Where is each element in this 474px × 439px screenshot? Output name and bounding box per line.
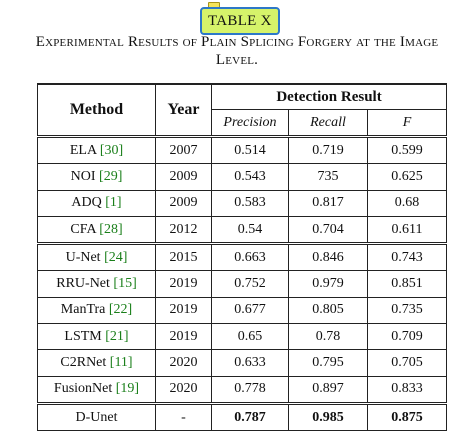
- recall-cell: 0.805: [288, 296, 368, 325]
- precision-cell: 0.543: [211, 163, 289, 191]
- year-cell: 2019: [155, 323, 212, 351]
- table-row: LSTM [21] 2019 0.65 0.78 0.709: [37, 323, 448, 351]
- table-row: ADQ [1] 2009 0.583 0.817 0.68: [37, 189, 448, 217]
- method-name: RRU-Net: [56, 276, 110, 292]
- precision-cell: 0.633: [211, 349, 289, 377]
- precision-cell: 0.787: [211, 401, 289, 432]
- method-cell: ELA [30]: [37, 134, 156, 165]
- year-cell: 2012: [155, 215, 212, 245]
- year-cell: 2007: [155, 134, 212, 165]
- table-row: D-Unet -0.787 0.985 0.875: [37, 401, 448, 432]
- method-name: ELA: [69, 142, 97, 158]
- method-name: D-Unet: [75, 409, 118, 425]
- method-name: CFA: [70, 221, 96, 237]
- precision-cell: 0.677: [211, 296, 289, 325]
- year-cell: 2020: [155, 349, 212, 377]
- year-cell: 2015: [155, 242, 212, 272]
- method-cell: ADQ [1]: [37, 189, 156, 217]
- table-row: FusionNet [19] 2020 0.778 0.897 0.833: [37, 375, 448, 404]
- f-cell: 0.599: [366, 134, 448, 165]
- f-cell: 0.611: [366, 215, 448, 245]
- method-name: ADQ: [71, 195, 102, 211]
- precision-cell: 0.663: [211, 242, 289, 272]
- header-precision: Precision: [211, 109, 289, 137]
- citation-link[interactable]: [11]: [109, 355, 133, 371]
- recall-cell: 0.846: [288, 242, 368, 272]
- recall-cell: 0.78: [288, 323, 368, 351]
- precision-cell: 0.65: [211, 323, 289, 351]
- table-row: U-Net [24] 2015 0.663 0.846 0.743: [37, 242, 448, 272]
- recall-cell: 0.795: [288, 349, 368, 377]
- year-cell: -: [155, 401, 212, 432]
- table-row: ManTra [22] 2019 0.677 0.805 0.735: [37, 296, 448, 325]
- method-cell: FusionNet [19]: [37, 375, 156, 404]
- citation-link[interactable]: [19]: [115, 381, 140, 397]
- precision-cell: 0.54: [211, 215, 289, 245]
- recall-cell: 0.817: [288, 189, 368, 217]
- recall-cell: 0.719: [288, 134, 368, 165]
- year-cell: 2020: [155, 375, 212, 404]
- table-label-highlight[interactable]: TABLE X: [200, 7, 280, 35]
- header-recall: Recall: [288, 109, 368, 137]
- table-row: CFA [28] 2012 0.54 0.704 0.611: [37, 215, 448, 245]
- f-cell: 0.851: [366, 270, 448, 298]
- precision-cell: 0.752: [211, 270, 289, 298]
- recall-cell: 0.985: [288, 401, 368, 432]
- method-cell: U-Net [24]: [37, 242, 156, 272]
- table-row: C2RNet [11] 2020 0.633 0.795 0.705: [37, 349, 448, 377]
- recall-cell: 0.979: [288, 270, 368, 298]
- method-cell: ManTra [22]: [37, 296, 156, 325]
- method-name: NOI: [70, 168, 96, 184]
- citation-link[interactable]: [1]: [105, 195, 122, 211]
- citation-link[interactable]: [22]: [108, 302, 133, 318]
- recall-cell: 735: [288, 163, 368, 191]
- recall-cell: 0.704: [288, 215, 368, 245]
- table-row: NOI [29] 2009 0.543 735 0.625: [37, 163, 448, 191]
- f-cell: 0.735: [366, 296, 448, 325]
- table-row: ELA [30] 2007 0.514 0.719 0.599: [37, 134, 448, 165]
- citation-link[interactable]: [15]: [113, 276, 137, 292]
- f-cell: 0.625: [366, 163, 448, 191]
- table-caption-line-1: Experimental Results of Plain Splicing F…: [35, 34, 439, 50]
- recall-cell: 0.897: [288, 375, 368, 404]
- method-cell: D-Unet: [37, 401, 156, 432]
- method-cell: LSTM [21]: [37, 323, 156, 351]
- precision-cell: 0.514: [211, 134, 289, 165]
- f-cell: 0.743: [366, 242, 448, 272]
- citation-link[interactable]: [30]: [99, 142, 124, 158]
- year-cell: 2009: [155, 163, 212, 191]
- table-caption-line-2: Level.: [215, 52, 259, 68]
- f-cell: 0.833: [366, 375, 448, 404]
- f-cell: 0.709: [366, 323, 448, 351]
- precision-cell: 0.583: [211, 189, 289, 217]
- year-cell: 2019: [155, 270, 212, 298]
- citation-link[interactable]: [21]: [105, 328, 129, 344]
- method-name: U-Net: [65, 249, 101, 265]
- method-cell: C2RNet [11]: [37, 349, 156, 377]
- precision-cell: 0.778: [211, 375, 289, 404]
- header-detection-result: Detection Result: [210, 83, 448, 110]
- method-cell: RRU-Net [15]: [37, 270, 156, 298]
- header-method: Method: [37, 83, 156, 137]
- method-cell: CFA [28]: [37, 215, 156, 245]
- f-cell: 0.705: [366, 349, 448, 377]
- citation-link[interactable]: [29]: [99, 168, 123, 184]
- f-cell: 0.68: [366, 189, 448, 217]
- results-table-body: ELA [30] 2007 0.514 0.719 0.599 NOI [29] 2009 0…: [37, 134, 448, 432]
- f-cell: 0.875: [366, 401, 448, 432]
- method-cell: NOI [29]: [37, 163, 156, 191]
- header-year: Year: [155, 83, 212, 137]
- year-cell: 2009: [155, 189, 212, 217]
- citation-link[interactable]: [28]: [99, 221, 123, 237]
- method-name: ManTra: [60, 302, 106, 318]
- results-table: Method Year Detection Result Precision R…: [37, 83, 448, 432]
- table-row: RRU-Net [15] 2019 0.752 0.979 0.851: [37, 270, 448, 298]
- method-name: C2RNet: [60, 355, 107, 371]
- header-f: F: [366, 109, 448, 137]
- year-cell: 2019: [155, 296, 212, 325]
- method-name: FusionNet: [53, 381, 113, 397]
- citation-link[interactable]: [24]: [104, 249, 128, 265]
- method-name: LSTM: [64, 328, 102, 344]
